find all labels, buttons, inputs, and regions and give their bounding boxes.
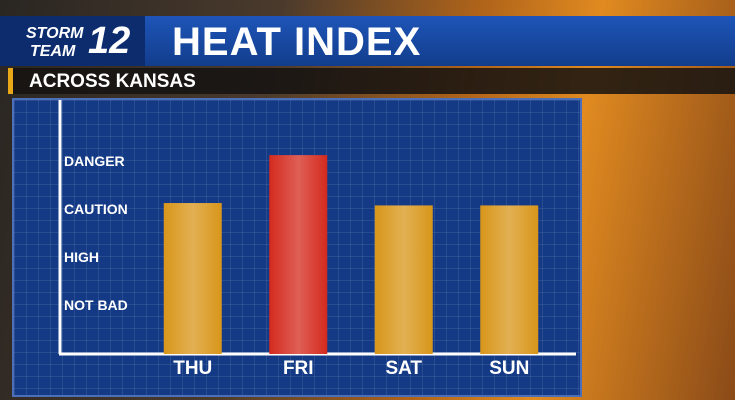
logo: STORM TEAM 12 <box>0 16 145 66</box>
y-tick-label: HIGH <box>64 249 99 265</box>
bar <box>269 155 328 354</box>
x-tick-label: FRI <box>283 358 314 379</box>
bar <box>480 205 539 354</box>
y-tick-label: CAUTION <box>64 201 128 217</box>
logo-text: STORM <box>26 25 84 42</box>
y-tick-label: DANGER <box>64 153 125 169</box>
subtitle: ACROSS KANSAS <box>29 71 196 92</box>
x-tick-label: SUN <box>489 358 529 379</box>
bar <box>374 205 433 354</box>
subtitle-bar: ACROSS KANSAS <box>8 68 735 94</box>
logo-number: 12 <box>88 20 131 62</box>
title: HEAT INDEX <box>172 20 422 64</box>
bar <box>163 203 222 354</box>
x-tick-label: SAT <box>385 358 422 379</box>
x-tick-label: THU <box>173 358 212 379</box>
y-tick-label: NOT BAD <box>64 297 128 313</box>
logo-text: TEAM <box>30 43 76 60</box>
